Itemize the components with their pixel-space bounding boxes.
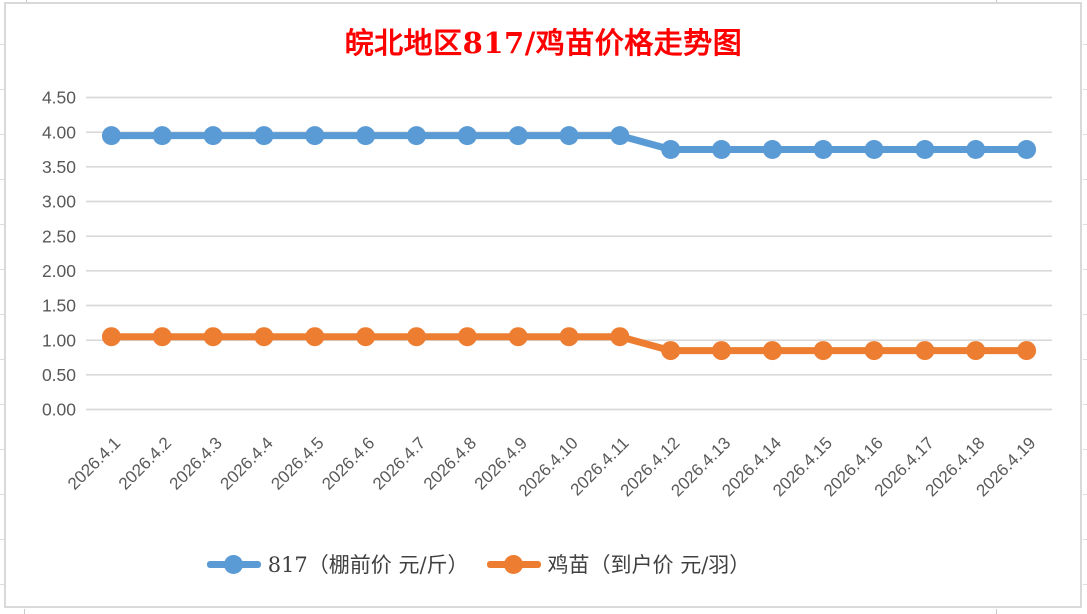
data-point-marker[interactable] (305, 126, 325, 146)
data-point-marker[interactable] (813, 341, 833, 361)
data-point-marker[interactable] (254, 126, 274, 146)
data-point-marker[interactable] (915, 341, 935, 361)
data-point-marker[interactable] (457, 126, 477, 146)
x-axis-label: 2026.4.2 (115, 433, 175, 493)
data-point-marker[interactable] (762, 341, 782, 361)
spreadsheet-column-tick (996, 0, 997, 2)
y-axis-label: 2.50 (42, 226, 76, 246)
spreadsheet-column-tick (996, 609, 997, 614)
y-axis-label: 4.00 (42, 122, 76, 142)
data-point-marker[interactable] (610, 126, 630, 146)
legend-item[interactable]: 817（棚前价 元/斤） (206, 549, 469, 579)
data-point-marker[interactable] (457, 327, 477, 347)
data-point-marker[interactable] (661, 140, 681, 159)
data-point-marker[interactable] (203, 327, 223, 347)
data-point-marker[interactable] (508, 327, 528, 347)
y-axis-label: 1.00 (42, 330, 76, 350)
y-axis-label: 4.50 (42, 88, 76, 108)
spreadsheet-left-edge (0, 0, 4, 614)
x-axis-label: 2026.4.6 (318, 433, 378, 493)
data-point-marker[interactable] (813, 140, 833, 159)
data-point-marker[interactable] (966, 341, 986, 361)
data-point-marker[interactable] (254, 327, 274, 347)
data-point-marker[interactable] (1017, 140, 1037, 159)
legend-label: 鸡苗（到户价 元/羽） (547, 553, 751, 577)
data-point-marker[interactable] (356, 327, 376, 347)
legend-item[interactable]: 鸡苗（到户价 元/羽） (486, 549, 751, 579)
y-axis-label: 2.00 (42, 261, 76, 281)
data-point-marker[interactable] (406, 126, 426, 146)
y-axis-label: 3.00 (42, 192, 76, 212)
data-point-marker[interactable] (559, 327, 579, 347)
y-axis-label: 0.00 (42, 400, 76, 420)
data-point-marker[interactable] (1017, 341, 1037, 361)
data-point-marker[interactable] (966, 140, 986, 159)
data-point-marker[interactable] (610, 327, 630, 347)
data-point-marker[interactable] (203, 126, 223, 146)
data-point-marker[interactable] (152, 126, 172, 146)
data-point-marker[interactable] (712, 140, 732, 159)
data-point-marker[interactable] (864, 341, 884, 361)
chart-title: 皖北地区817/鸡苗价格走势图 (344, 26, 743, 60)
data-point-marker[interactable] (864, 140, 884, 159)
x-axis-label: 2026.4.7 (369, 433, 429, 493)
x-axis-label: 2026.4.4 (217, 433, 277, 493)
legend-marker-icon (486, 554, 541, 574)
data-point-marker[interactable] (712, 341, 732, 361)
data-point-marker[interactable] (762, 140, 782, 159)
data-point-marker[interactable] (305, 327, 325, 347)
chart-legend: 817（棚前价 元/斤） 鸡苗（到户价 元/羽） (0, 549, 1087, 579)
y-axis-label: 1.50 (42, 296, 76, 316)
data-point-marker[interactable] (101, 327, 121, 347)
data-point-marker[interactable] (152, 327, 172, 347)
data-point-marker[interactable] (915, 140, 935, 159)
data-point-marker[interactable] (661, 341, 681, 361)
y-axis-label: 0.50 (42, 365, 76, 385)
spreadsheet-column-tick (24, 609, 25, 614)
x-axis-label: 2026.4.5 (267, 433, 327, 493)
legend-marker-icon (206, 554, 261, 574)
data-point-marker[interactable] (559, 126, 579, 146)
data-point-marker[interactable] (101, 126, 121, 146)
legend-label: 817（棚前价 元/斤） (267, 553, 469, 577)
data-point-marker[interactable] (356, 126, 376, 146)
data-point-marker[interactable] (508, 126, 528, 146)
x-axis-label: 2026.4.8 (420, 433, 480, 493)
data-point-marker[interactable] (406, 327, 426, 347)
y-axis-label: 3.50 (42, 157, 76, 177)
x-axis-label: 2026.4.1 (64, 433, 124, 493)
spreadsheet-column-tick (26, 0, 27, 2)
x-axis-label: 2026.4.3 (166, 433, 226, 493)
spreadsheet-right-edge (1083, 0, 1087, 614)
